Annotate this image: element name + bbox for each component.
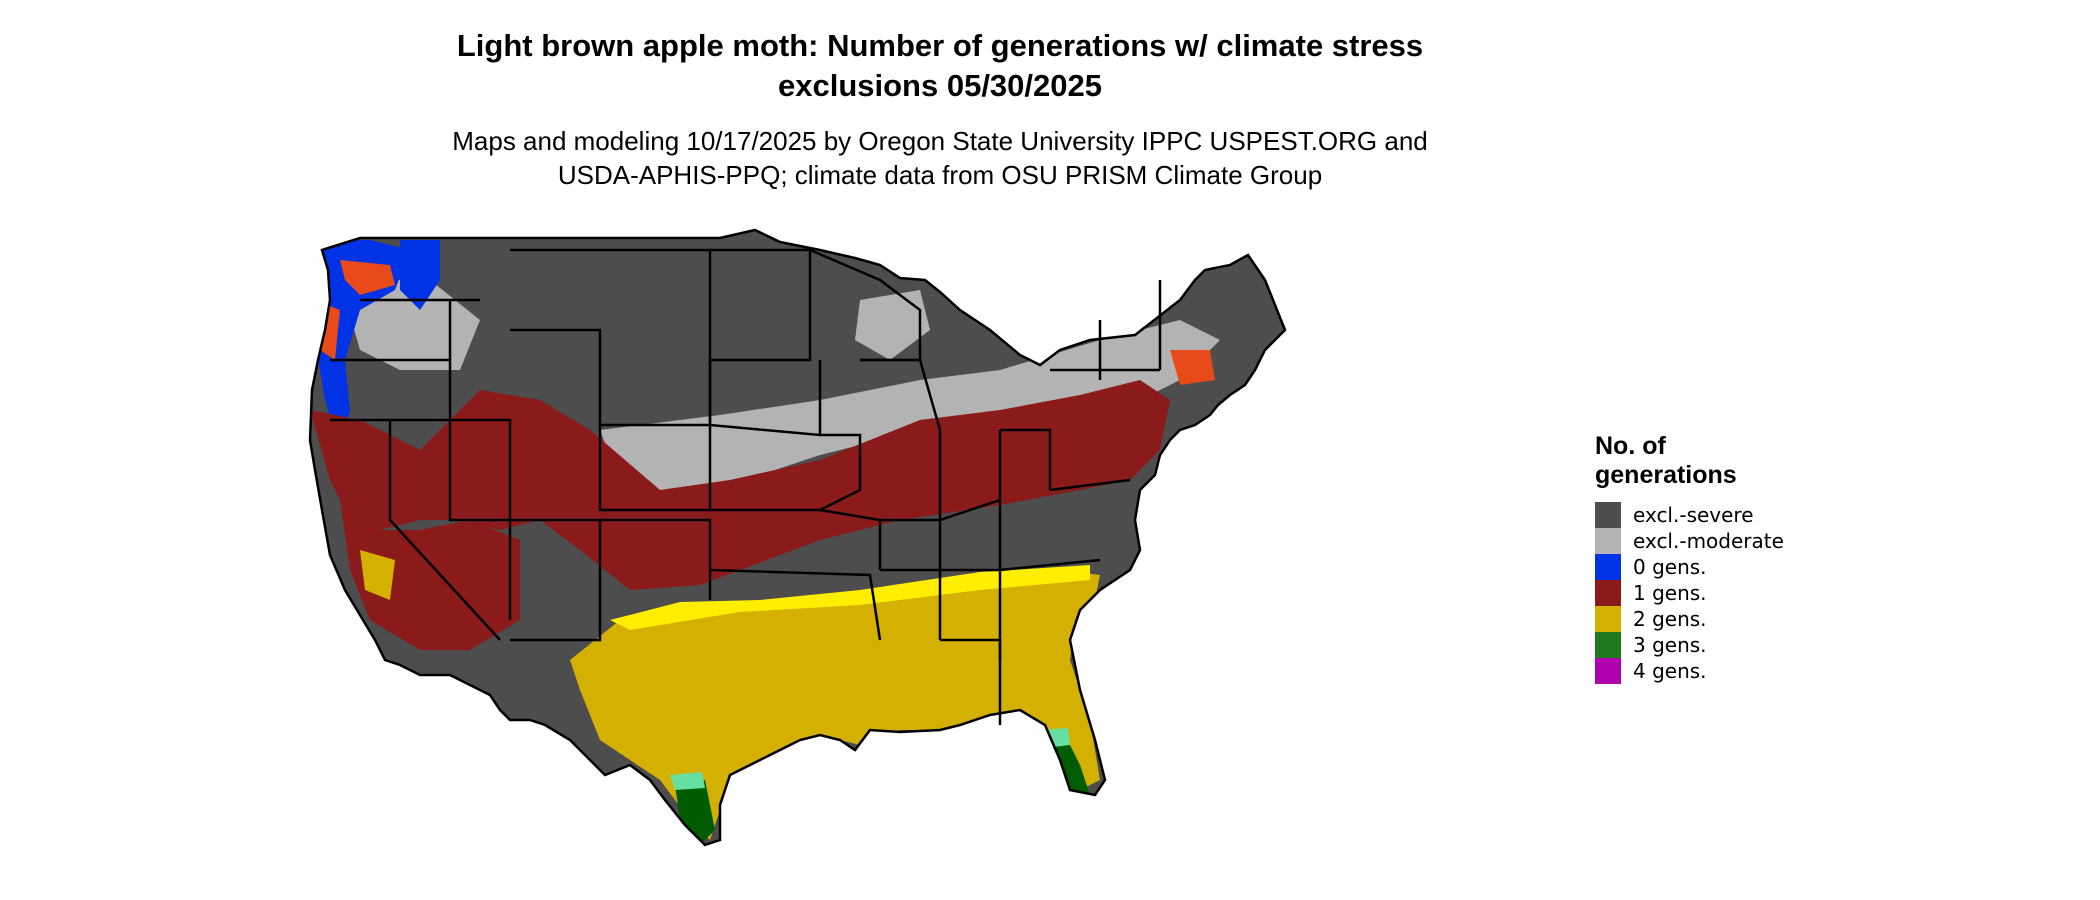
legend-swatch xyxy=(1595,606,1621,632)
legend-item: 3 gens. xyxy=(1595,632,1784,658)
region-one-gen-orange-northeast xyxy=(1170,350,1215,385)
legend-swatch xyxy=(1595,580,1621,606)
legend-items: excl.-severe excl.-moderate 0 gens. 1 gens.… xyxy=(1595,502,1784,684)
legend-label: 4 gens. xyxy=(1633,659,1707,683)
legend-title-line-2: generations xyxy=(1595,461,1737,489)
legend-item: 1 gens. xyxy=(1595,580,1784,606)
legend-swatch xyxy=(1595,658,1621,684)
legend-item: 4 gens. xyxy=(1595,658,1784,684)
region-one-gen-orange-washington xyxy=(340,260,395,295)
region-excl-moderate-west xyxy=(340,280,480,370)
legend-item: excl.-moderate xyxy=(1595,528,1784,554)
region-excl-moderate-mich xyxy=(855,290,930,360)
legend-swatch xyxy=(1595,632,1621,658)
region-two-gens-california xyxy=(360,550,395,600)
map-subtitle-line-1: Maps and modeling 10/17/2025 by Oregon S… xyxy=(452,126,1428,156)
legend-title-line-1: No. of xyxy=(1595,432,1666,460)
legend-swatch xyxy=(1595,528,1621,554)
region-three-gens-texas xyxy=(675,780,715,845)
legend-swatch xyxy=(1595,502,1621,528)
legend-label: 3 gens. xyxy=(1633,633,1707,657)
map-title-line-1: Light brown apple moth: Number of genera… xyxy=(456,28,1424,63)
region-two-gens-south xyxy=(570,570,1100,840)
legend-item: 0 gens. xyxy=(1595,554,1784,580)
map-subtitle-line-2: USDA-APHIS-PPQ; climate data from OSU PR… xyxy=(557,160,1323,190)
legend-label: 2 gens. xyxy=(1633,607,1707,631)
legend-swatch xyxy=(1595,554,1621,580)
legend-title: No. of generations xyxy=(1595,432,1784,490)
region-two-gens-yellow-edge xyxy=(610,565,1090,630)
region-three-gens-light-florida xyxy=(1040,728,1070,748)
legend: No. of generations excl.-severe excl.-mod… xyxy=(1595,432,1784,684)
legend-label: excl.-severe xyxy=(1633,503,1754,527)
map-title: Light brown apple moth: Number of genera… xyxy=(0,26,1880,106)
legend-label: 0 gens. xyxy=(1633,555,1707,579)
legend-label: excl.-moderate xyxy=(1633,529,1784,553)
map-title-line-2: exclusions 05/30/2025 xyxy=(777,68,1102,103)
legend-item: excl.-severe xyxy=(1595,502,1784,528)
legend-item: 2 gens. xyxy=(1595,606,1784,632)
region-three-gens-light-texas xyxy=(670,772,705,790)
state-borders xyxy=(308,228,1287,847)
us-generations-map xyxy=(308,228,1287,847)
legend-label: 1 gens. xyxy=(1633,581,1707,605)
map-subtitle: Maps and modeling 10/17/2025 by Oregon S… xyxy=(0,124,1880,192)
region-one-gen-main xyxy=(310,380,1170,590)
region-zero-gens-idaho xyxy=(400,240,440,310)
region-zero-gens-northwest xyxy=(310,240,410,450)
